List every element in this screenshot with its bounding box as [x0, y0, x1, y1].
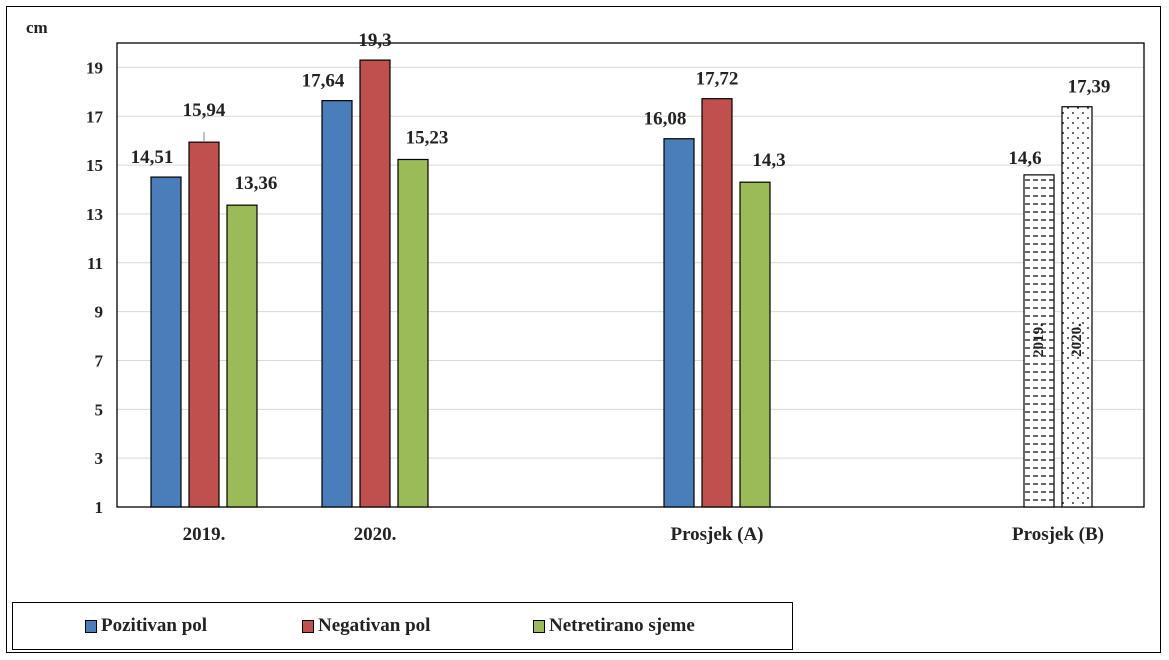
- bar: [226, 204, 258, 508]
- legend-item-pozitivan-pol: Pozitivan pol: [85, 615, 207, 637]
- data-label: 17,64: [302, 71, 345, 92]
- legend-item-negativan-pol: Negativan pol: [302, 615, 430, 637]
- bar: [663, 138, 695, 508]
- legend-swatch: [85, 619, 97, 633]
- plot-border: [116, 42, 1145, 508]
- bar: [397, 158, 429, 508]
- bar: [701, 98, 733, 508]
- y-tick-label: 13: [86, 205, 103, 224]
- data-label: 17,39: [1068, 77, 1111, 98]
- data-label: 13,36: [235, 173, 278, 194]
- x-tick-label: Prosjek (B): [1012, 524, 1104, 545]
- bar: [188, 141, 220, 508]
- data-label: 19,3: [358, 30, 391, 51]
- y-tick-label: 15: [86, 156, 103, 175]
- data-label: 16,08: [644, 109, 687, 130]
- y-axis-label: cm: [26, 18, 48, 37]
- bar: [1023, 174, 1055, 508]
- plot-area: 13579111315171914,5115,9413,362019.17,64…: [86, 30, 1145, 545]
- x-tick-label: 2019.: [183, 524, 226, 545]
- bar: [150, 176, 182, 508]
- legend-label: Negativan pol: [318, 615, 431, 636]
- legend-swatch: [533, 619, 545, 633]
- legend-label: Pozitivan pol: [101, 615, 208, 636]
- x-tick-label: 2020.: [354, 524, 397, 545]
- data-label: 17,72: [696, 69, 739, 90]
- y-tick-label: 3: [95, 449, 104, 468]
- y-tick-label: 5: [95, 400, 104, 419]
- legend-swatch: [302, 619, 314, 633]
- y-tick-label: 1: [95, 498, 104, 517]
- y-tick-label: 9: [95, 303, 104, 322]
- y-tick-label: 17: [86, 107, 104, 126]
- data-label: 14,6: [1008, 148, 1041, 169]
- bar: [359, 59, 391, 508]
- y-tick-label: 19: [86, 58, 103, 77]
- legend-item-netretirano-sjeme: Netretirano sjeme: [533, 615, 695, 637]
- legend-label: Netretirano sjeme: [549, 615, 695, 636]
- legend: Pozitivan pol Negativan pol Netretirano …: [12, 602, 793, 650]
- y-tick-label: 7: [95, 351, 104, 370]
- data-label: 15,94: [183, 100, 226, 121]
- y-tick-label: 11: [87, 254, 103, 273]
- data-label: 14,51: [131, 147, 174, 168]
- data-label: 14,3: [752, 150, 785, 171]
- bar: [321, 100, 353, 508]
- bar: [1061, 106, 1093, 508]
- bar-inner-label: 2020.: [1069, 323, 1085, 357]
- bar-inner-label: 2019.: [1031, 323, 1047, 357]
- x-tick-label: Prosjek (A): [670, 524, 763, 545]
- bar: [739, 181, 771, 508]
- data-label: 15,23: [406, 127, 449, 148]
